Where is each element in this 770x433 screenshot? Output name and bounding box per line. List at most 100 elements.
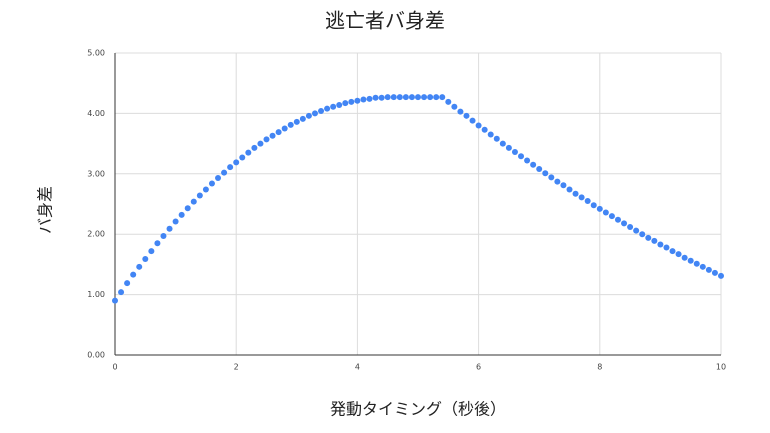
x-tick-label: 10 [716,363,726,372]
point [118,289,125,296]
y-axis-label: バ身差 [36,186,55,234]
point [421,94,428,101]
y-tick-label: 5.00 [87,49,105,58]
point [530,161,537,168]
point [245,149,252,156]
point [257,140,264,147]
point [178,211,185,218]
point [627,223,634,230]
x-tick-label: 0 [112,363,117,372]
point [233,159,240,166]
point [536,165,543,172]
point [354,97,361,104]
point [184,205,191,212]
point [221,169,228,176]
point [148,248,155,255]
point [657,241,664,248]
point [287,121,294,128]
point [215,175,222,182]
point [384,94,391,101]
point [336,101,343,108]
point [160,233,167,240]
y-tick-label: 1.00 [87,290,105,299]
point [705,266,712,273]
point [457,108,464,115]
point [154,240,161,247]
point [614,216,621,223]
point [396,94,403,101]
point [481,126,488,133]
point [511,149,518,156]
point [566,186,573,193]
point [542,170,549,177]
point [584,197,591,204]
chart-title: 逃亡者バ身差 [325,9,445,33]
point [560,182,567,189]
point [663,244,670,251]
point [433,94,440,101]
point [372,94,379,101]
point [299,115,306,122]
point [639,231,646,238]
point [505,144,512,151]
x-tick-label: 8 [597,363,602,372]
point [305,112,312,119]
point [318,107,325,114]
point [469,117,476,124]
point [451,103,458,110]
point [554,178,561,185]
x-axis-label: 発動タイミング（秒後） [330,400,506,419]
point [196,192,203,199]
point [548,174,555,181]
point [378,94,385,101]
y-tick-label: 3.00 [87,169,105,178]
point [166,225,173,232]
point [112,297,118,304]
point [269,132,276,139]
point [281,125,288,132]
point [130,271,137,278]
point [596,205,603,212]
x-tick-label: 6 [476,363,481,372]
point [475,122,482,129]
x-tick-label: 2 [234,363,239,372]
point [445,98,452,105]
point [342,100,349,107]
point [675,251,682,258]
point [208,180,215,187]
point [415,94,421,101]
point [693,260,700,267]
point [518,153,525,160]
point [402,94,409,101]
point [408,94,415,101]
point [136,263,143,270]
point [227,164,234,171]
point [669,248,676,255]
point [124,280,131,287]
point [578,194,585,201]
point [348,98,355,105]
point [524,157,531,164]
point [360,96,367,103]
point [718,272,724,279]
point [487,131,494,138]
point [463,112,470,119]
point [142,255,149,262]
point [366,95,373,102]
point [293,118,300,125]
y-tick-label: 0.00 [87,351,105,360]
point [602,209,609,216]
point [190,198,197,205]
point [263,136,270,143]
point [572,190,579,197]
y-tick-label: 2.00 [87,230,105,239]
point [711,269,718,276]
point [681,254,688,261]
point [651,237,658,244]
point [608,213,615,220]
point [330,103,337,110]
point [687,257,694,264]
point [311,110,318,117]
point [493,135,500,142]
